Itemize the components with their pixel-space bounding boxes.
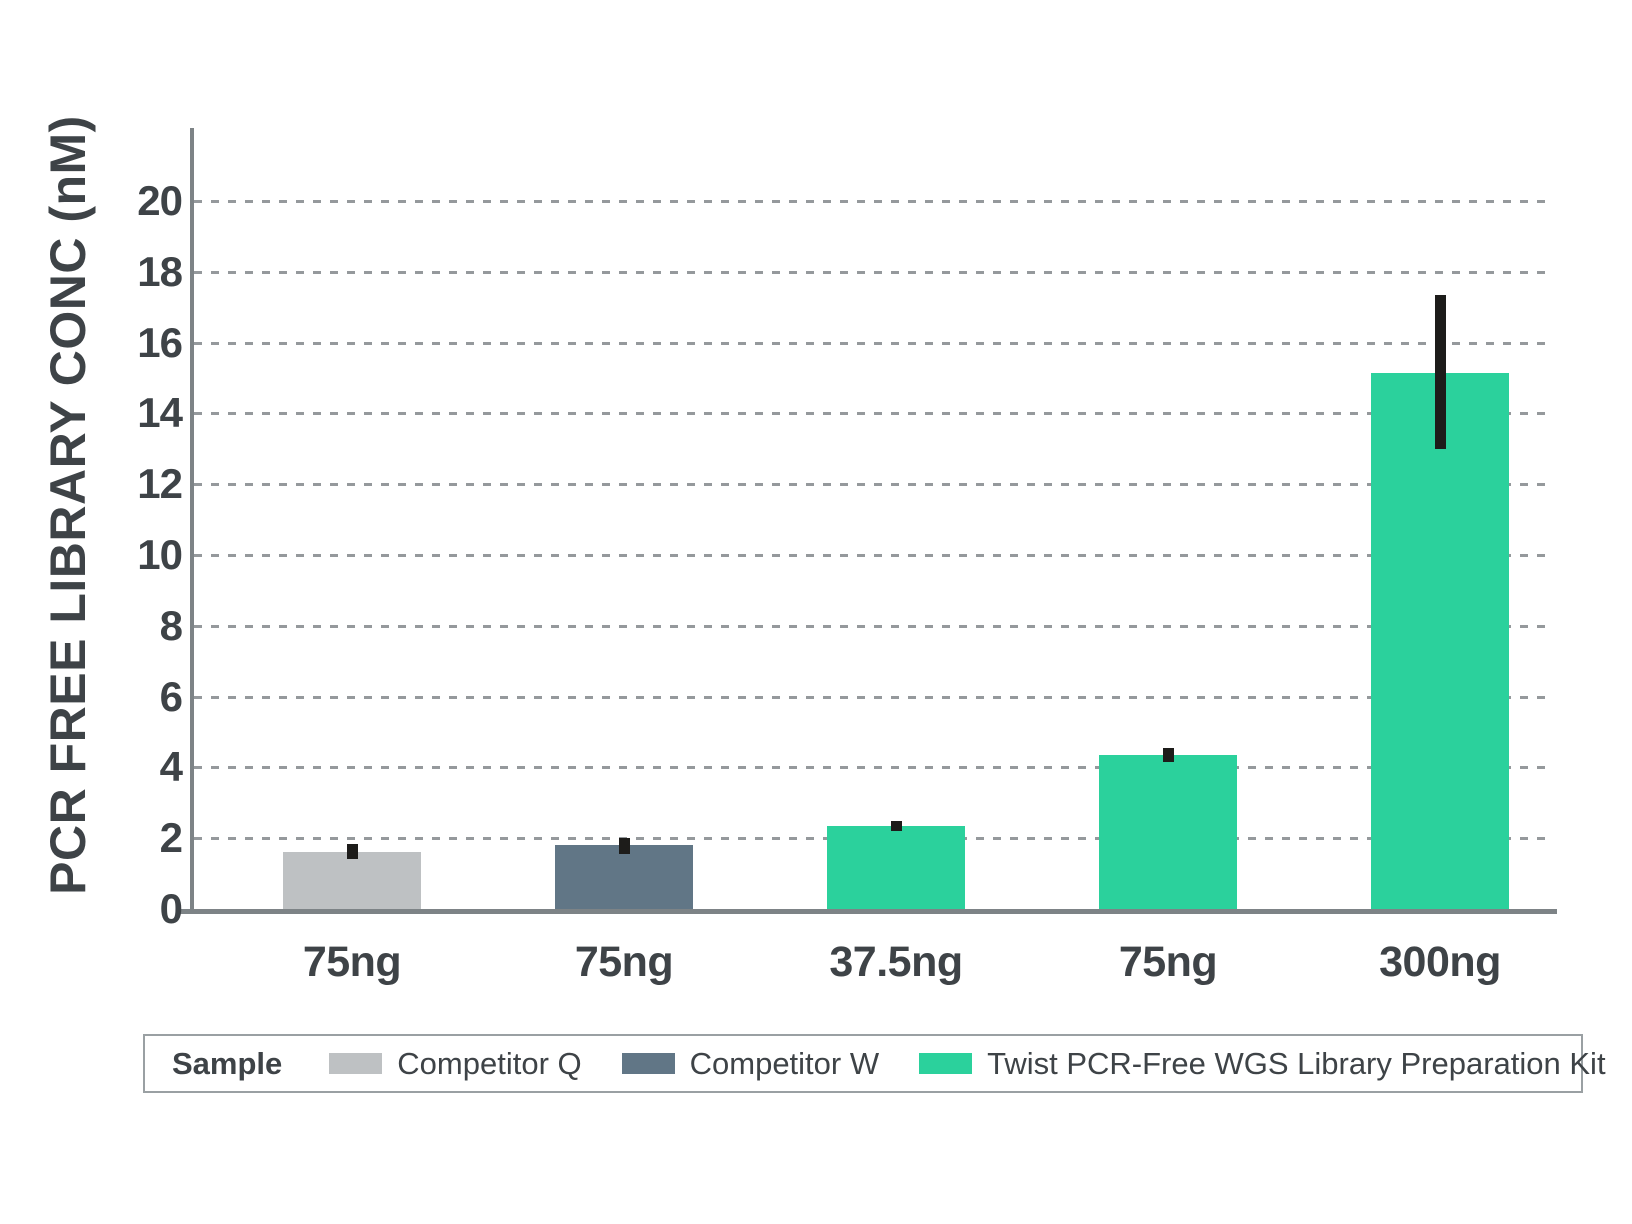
- x-tick-label: 75ng: [302, 938, 402, 986]
- legend-label: Twist PCR-Free WGS Library Preparation K…: [987, 1045, 1606, 1081]
- legend-label: Competitor W: [689, 1045, 880, 1081]
- legend-title: Sample: [172, 1045, 283, 1081]
- bar: [555, 845, 693, 909]
- x-axis-line: [177, 909, 1557, 914]
- bar: [827, 825, 965, 909]
- y-tick-label: 4: [159, 743, 183, 791]
- gridline: [194, 554, 1552, 557]
- y-tick-label: 16: [137, 318, 183, 366]
- x-tick-label: 75ng: [1118, 938, 1218, 986]
- gridline: [194, 200, 1552, 203]
- error-bar: [347, 843, 358, 860]
- legend: Sample Competitor Q Competitor W Twist PCR…: [143, 1034, 1606, 1093]
- bar: [1099, 755, 1237, 909]
- error-bar: [891, 820, 902, 832]
- gridline: [194, 270, 1552, 274]
- error-bar: [1163, 747, 1174, 763]
- y-tick-label: 14: [137, 389, 183, 437]
- gridline: [194, 695, 1552, 699]
- y-axis-line: [190, 128, 194, 911]
- y-tick-label: 6: [159, 672, 183, 720]
- gridline: [194, 766, 1552, 770]
- y-tick-label: 8: [159, 601, 183, 649]
- legend-item: Competitor Q: [329, 1045, 582, 1082]
- legend-items: Competitor Q Competitor W Twist PCR-Free W…: [329, 1045, 1606, 1082]
- legend-item: Twist PCR-Free WGS Library Preparation K…: [919, 1045, 1606, 1082]
- y-tick-label: 10: [137, 531, 183, 578]
- y-tick-label: 2: [159, 814, 183, 862]
- y-tick-label: 0: [159, 885, 183, 932]
- bar: [1371, 372, 1509, 909]
- x-tick-label: 75ng: [574, 938, 674, 986]
- legend-swatch: [919, 1053, 973, 1074]
- gridline: [194, 341, 1552, 345]
- y-tick-label: 12: [137, 460, 183, 508]
- error-bar: [619, 838, 630, 855]
- error-bar: [1435, 294, 1446, 449]
- legend-label: Competitor Q: [397, 1045, 582, 1081]
- bar: [283, 852, 421, 909]
- gridline: [194, 483, 1552, 487]
- legend-swatch: [329, 1053, 383, 1074]
- gridline: [194, 412, 1552, 416]
- y-tick-label: 20: [137, 177, 183, 224]
- x-tick-label: 37.5ng: [829, 938, 963, 986]
- legend-swatch: [621, 1053, 675, 1074]
- legend-item: Competitor W: [621, 1045, 880, 1082]
- x-tick-label: 300ng: [1379, 938, 1501, 986]
- gridline: [194, 624, 1552, 628]
- y-tick-label: 18: [137, 247, 183, 295]
